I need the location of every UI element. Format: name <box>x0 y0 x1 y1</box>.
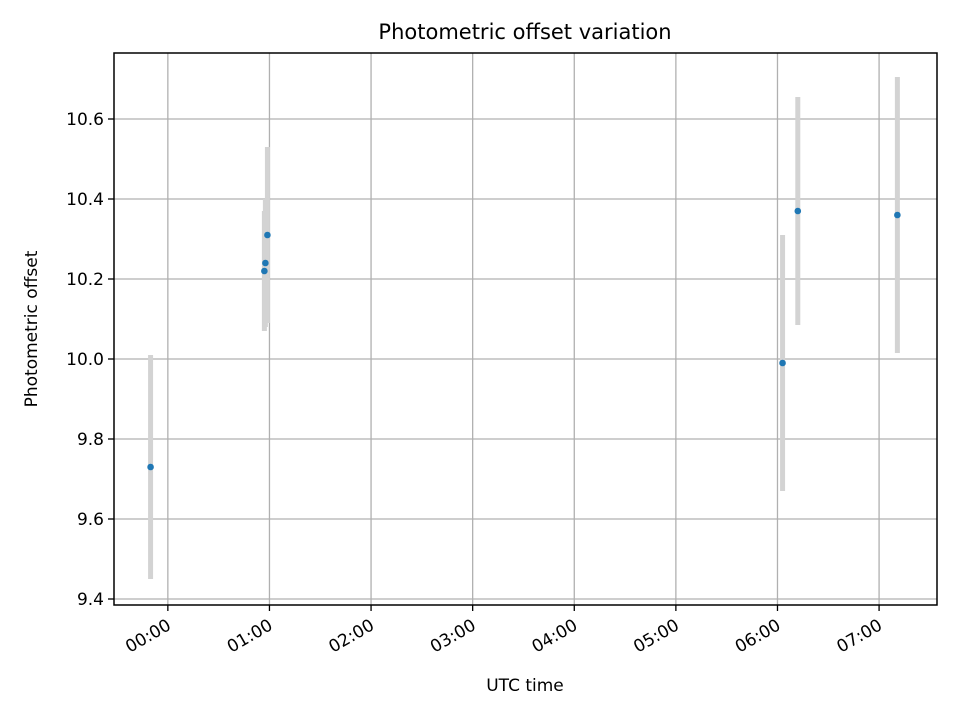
x-tick-label: 07:00 <box>833 616 885 658</box>
y-axis: 9.4 9.6 9.8 10.0 10.2 10.4 10.6 <box>66 110 114 610</box>
x-axis: 00:00 01:00 02:00 03:00 04:00 05:00 06:00 07:00 <box>122 605 886 657</box>
y-tick-label: 9.8 <box>77 430 104 450</box>
x-tick-label: 00:00 <box>122 616 174 658</box>
data-points <box>147 207 901 471</box>
x-tick-label: 02:00 <box>325 616 377 658</box>
x-tick-label: 03:00 <box>427 616 479 658</box>
y-tick-label: 9.4 <box>77 590 104 610</box>
error-bars <box>148 77 900 579</box>
y-tick-label: 9.6 <box>77 510 104 530</box>
grid <box>114 53 937 605</box>
y-tick-label: 10.6 <box>66 110 104 130</box>
data-point <box>262 259 269 267</box>
data-point <box>264 231 271 239</box>
x-tick-label: 04:00 <box>529 616 581 658</box>
x-tick-label: 06:00 <box>732 616 784 658</box>
data-point <box>261 267 268 275</box>
data-point <box>147 463 154 471</box>
data-point <box>779 359 786 367</box>
plot-frame <box>113 52 938 606</box>
data-point <box>894 211 901 219</box>
x-tick-label: 05:00 <box>630 616 682 658</box>
y-tick-label: 10.0 <box>66 350 104 370</box>
x-axis-label: UTC time <box>486 676 564 696</box>
y-tick-label: 10.2 <box>66 270 104 290</box>
y-tick-label: 10.4 <box>66 190 104 210</box>
x-tick-label: 01:00 <box>224 616 276 658</box>
chart-title: Photometric offset variation <box>378 20 671 44</box>
y-axis-label: Photometric offset <box>22 250 42 407</box>
data-point <box>794 207 802 215</box>
